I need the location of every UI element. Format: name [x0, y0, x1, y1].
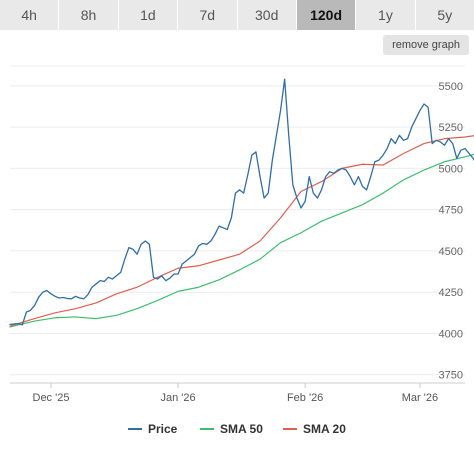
x-tick-label: Feb '26 [287, 392, 323, 404]
tab-1d[interactable]: 1d [118, 0, 179, 30]
y-tick-label: 5250 [439, 122, 463, 134]
tab-30d[interactable]: 30d [237, 0, 297, 30]
tab-5y[interactable]: 5y [415, 0, 474, 30]
tab-4h[interactable]: 4h [0, 0, 60, 30]
legend-label-price: Price [148, 422, 178, 436]
y-tick-label: 4000 [439, 328, 463, 340]
axes: 3750 4000 4250 4500 4750 5000 5250 5500 Dec '25 J… [10, 81, 465, 404]
series-line-sma-50 [9, 153, 474, 328]
tab-7d[interactable]: 7d [178, 0, 238, 30]
y-tick-label: 4750 [439, 205, 463, 217]
legend-label-sma-20: SMA 20 [303, 422, 346, 436]
y-tick-label: 3750 [439, 370, 463, 382]
legend: Price SMA 50 SMA 20 [128, 422, 346, 436]
series-lines [9, 78, 474, 328]
price-chart: 3750 4000 4250 4500 4750 5000 5250 5500 Dec '25 J… [0, 56, 474, 455]
series-line-price [9, 78, 474, 326]
y-tick-label: 5500 [439, 81, 463, 93]
x-tick-label: Jan '26 [160, 392, 195, 404]
grid-lines [10, 65, 465, 376]
y-tick-label: 4250 [439, 287, 463, 299]
y-tick-label: 4500 [439, 246, 463, 258]
tab-8h[interactable]: 8h [59, 0, 119, 30]
timeframe-tabs: 4h 8h 1d 7d 30d 120d 1y 5y [0, 0, 474, 30]
tab-120d[interactable]: 120d [296, 0, 357, 30]
tab-1y[interactable]: 1y [356, 0, 416, 30]
series-line-sma-20 [9, 135, 474, 327]
remove-graph-button[interactable]: remove graph [383, 35, 469, 55]
x-tick-label: Mar '26 [402, 392, 438, 404]
x-tick-label: Dec '25 [33, 392, 70, 404]
y-tick-label: 5000 [439, 163, 463, 175]
legend-label-sma-50: SMA 50 [220, 422, 263, 436]
